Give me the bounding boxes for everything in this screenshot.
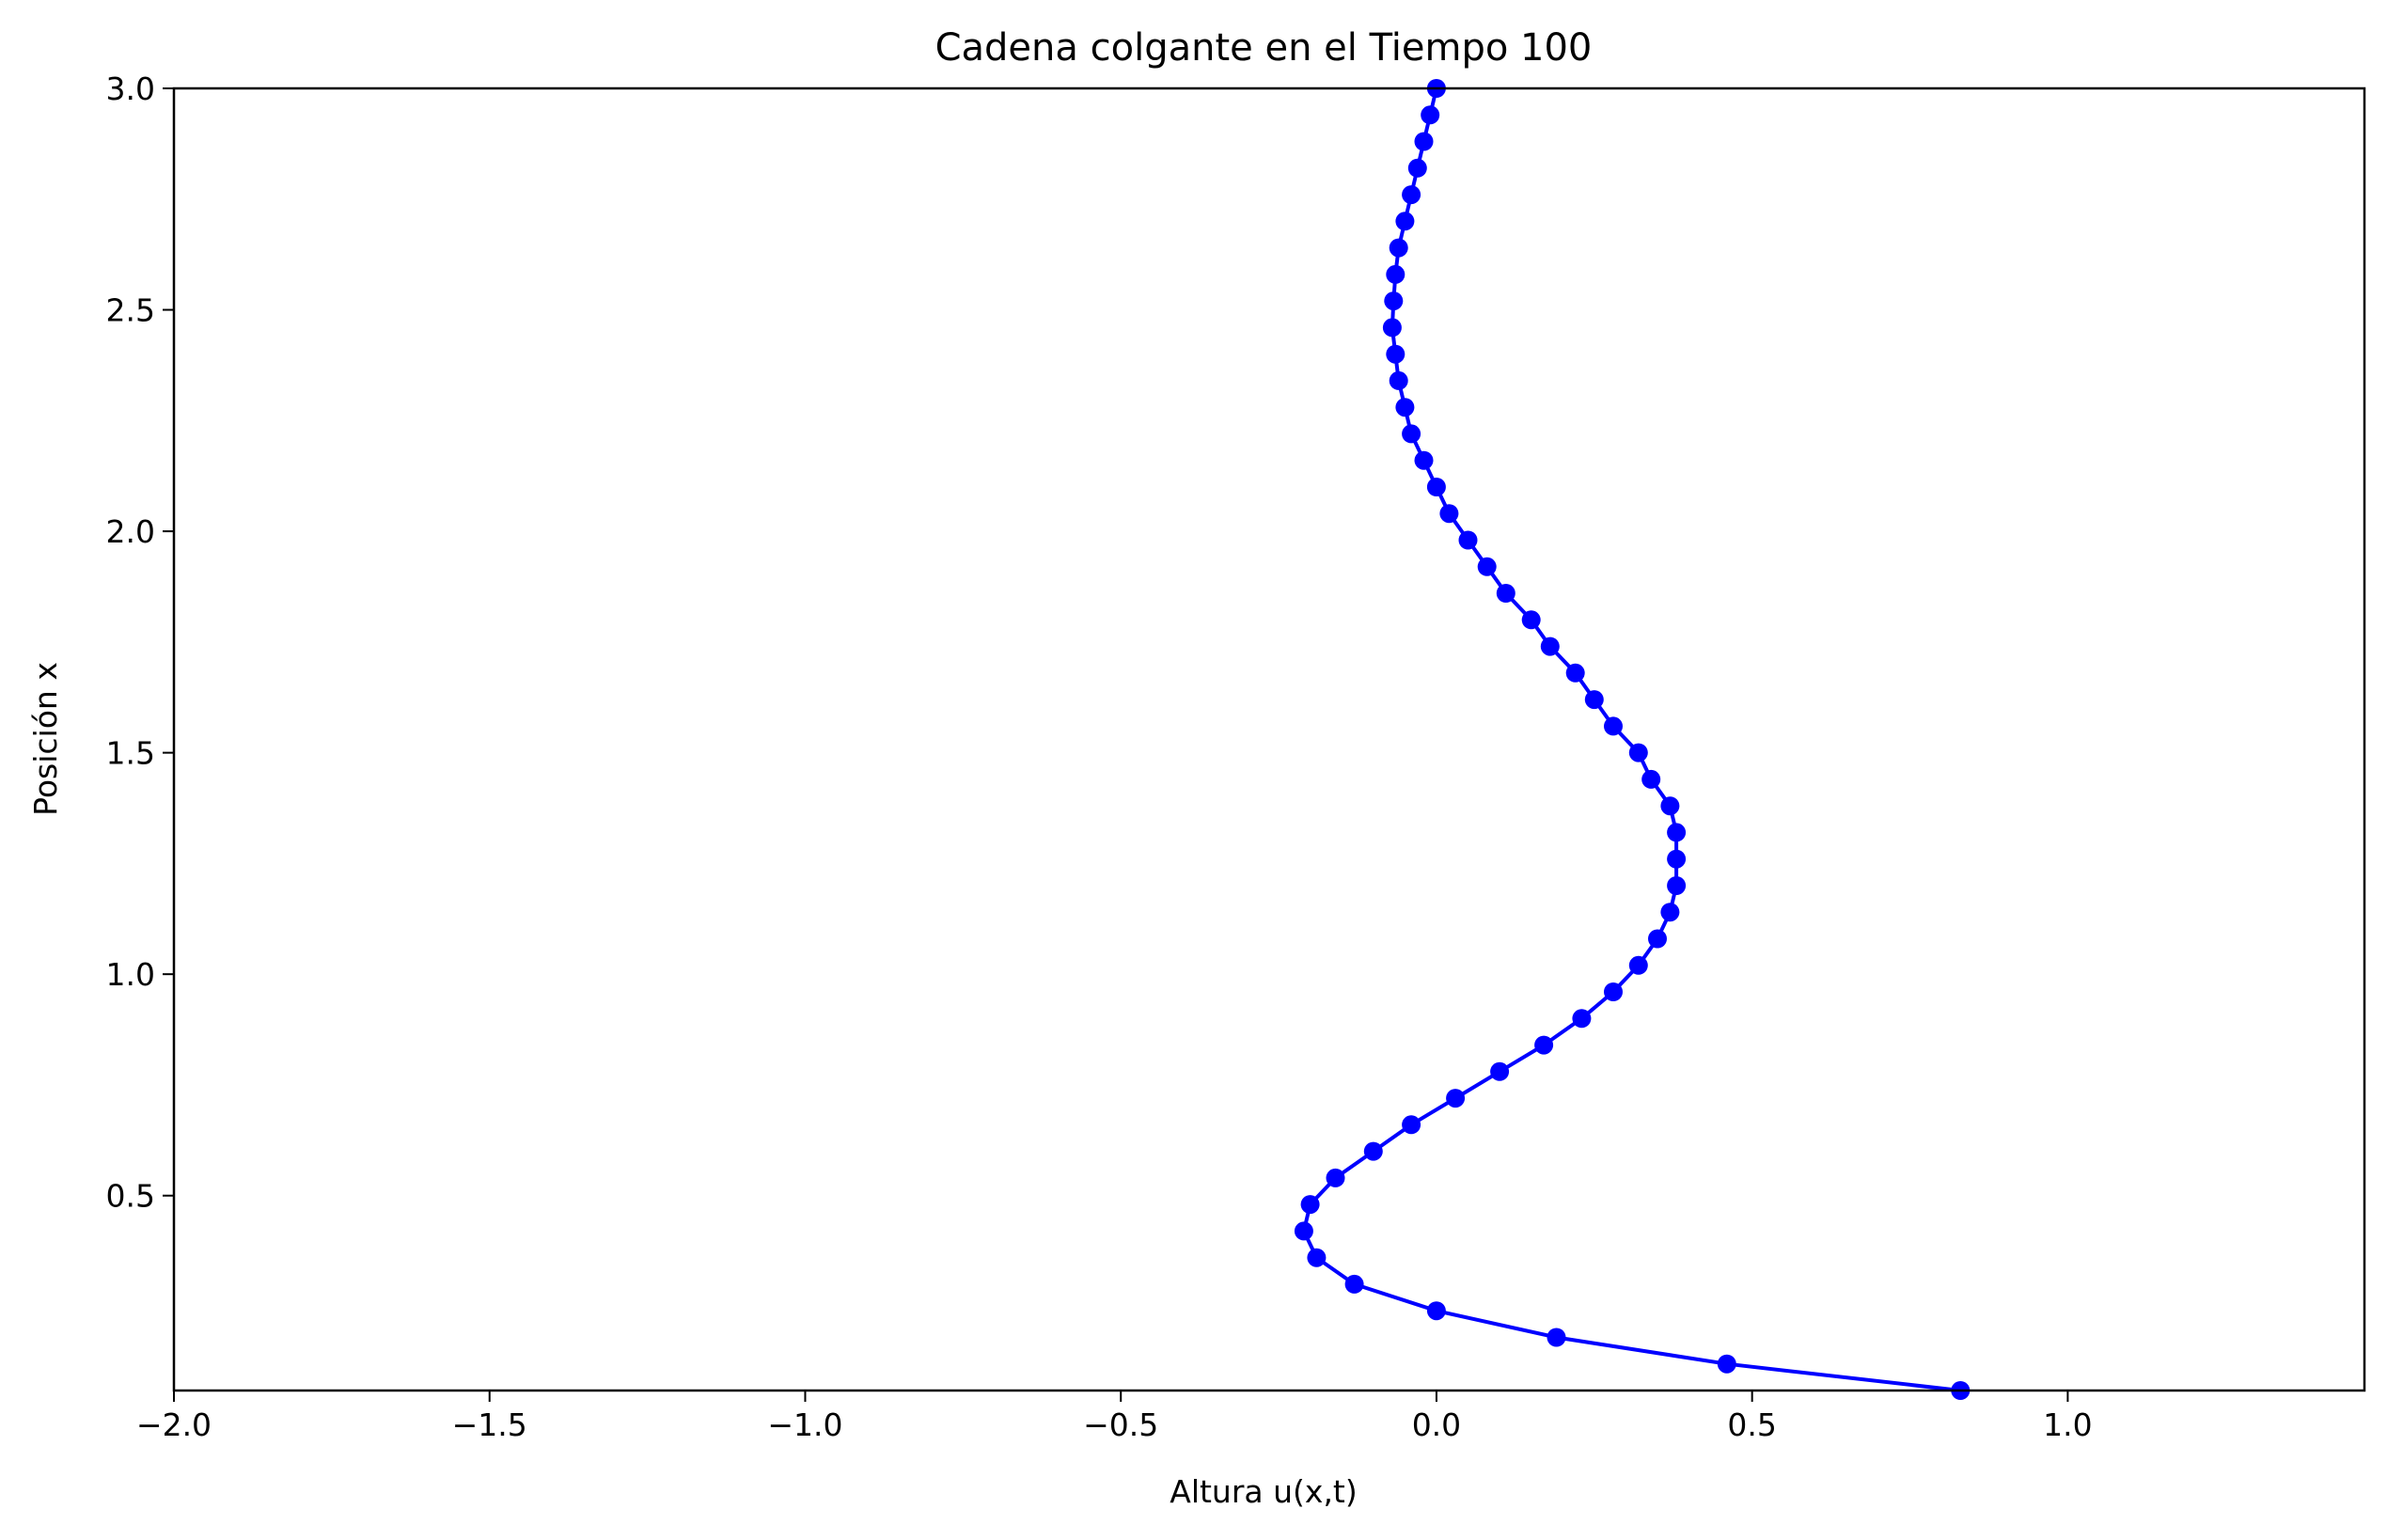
x-tick-label: −1.0 (767, 1406, 842, 1443)
data-point (1521, 610, 1541, 630)
x-tick-label: −2.0 (136, 1406, 212, 1443)
y-tick-label: 1.5 (106, 735, 155, 772)
data-point (1628, 743, 1648, 762)
data-point (1439, 504, 1459, 524)
data-point (1395, 398, 1415, 417)
y-tick-label: 2.5 (106, 292, 155, 329)
data-point (1565, 663, 1585, 683)
data-point (1300, 1195, 1320, 1215)
data-point (1421, 105, 1440, 125)
data-point (1660, 796, 1680, 816)
data-point (1426, 1301, 1446, 1321)
data-point (1389, 370, 1408, 390)
data-point (1547, 1328, 1566, 1347)
data-point (1389, 238, 1408, 258)
data-point (1496, 584, 1515, 603)
x-tick-label: 0.0 (1412, 1406, 1461, 1443)
x-tick-label: −0.5 (1083, 1406, 1158, 1443)
data-point (1540, 636, 1560, 656)
data-point (1660, 903, 1680, 922)
data-point (1604, 982, 1623, 1001)
data-point (1604, 716, 1623, 736)
data-point (1386, 344, 1406, 364)
plot-series (1294, 79, 1971, 1400)
data-point (1395, 212, 1415, 231)
data-point (1641, 769, 1661, 789)
chart-title: Cadena colgante en el Tiempo 100 (935, 26, 1593, 70)
data-point (1414, 450, 1434, 470)
data-point (1363, 1141, 1383, 1161)
data-point (1402, 424, 1421, 444)
data-point (1667, 849, 1687, 869)
data-point (1628, 955, 1648, 975)
data-point (1446, 1089, 1466, 1108)
data-point (1458, 530, 1478, 550)
plot-frame (172, 86, 2366, 1392)
data-point (1382, 318, 1402, 338)
y-axis-ticks: 0.5 1.0 1.5 2.0 2.5 3.0 (106, 71, 174, 1215)
data-point (1384, 291, 1404, 311)
x-tick-label: 1.0 (2043, 1406, 2092, 1443)
x-axis-label: Altura u(x,t) (1170, 1473, 1358, 1510)
y-axis-label: Posición x (27, 662, 64, 816)
data-point (1572, 1009, 1592, 1029)
y-tick-label: 0.5 (106, 1178, 155, 1215)
x-tick-label: 0.5 (1727, 1406, 1776, 1443)
data-point (1407, 158, 1427, 178)
data-point (1326, 1168, 1345, 1187)
x-tick-label: −1.5 (452, 1406, 527, 1443)
data-point (1402, 1115, 1421, 1135)
data-point (1667, 823, 1687, 842)
data-point (1584, 690, 1604, 710)
data-point (1426, 478, 1446, 496)
data-point (1294, 1221, 1313, 1241)
data-point (1386, 264, 1406, 284)
data-point (1414, 132, 1434, 151)
data-point (1648, 929, 1667, 949)
data-point (1717, 1354, 1736, 1374)
data-point (1490, 1061, 1510, 1081)
data-point (1344, 1274, 1364, 1294)
data-point (1402, 185, 1421, 205)
data-point (1307, 1248, 1327, 1267)
data-point (1477, 557, 1497, 576)
data-point (1534, 1035, 1554, 1055)
y-tick-label: 2.0 (106, 513, 155, 550)
y-tick-label: 3.0 (106, 71, 155, 107)
data-point (1667, 876, 1687, 895)
x-axis-ticks: −2.0 −1.5 −1.0 −0.5 0.0 0.5 1.0 (136, 1391, 2093, 1443)
y-tick-label: 1.0 (106, 956, 155, 993)
